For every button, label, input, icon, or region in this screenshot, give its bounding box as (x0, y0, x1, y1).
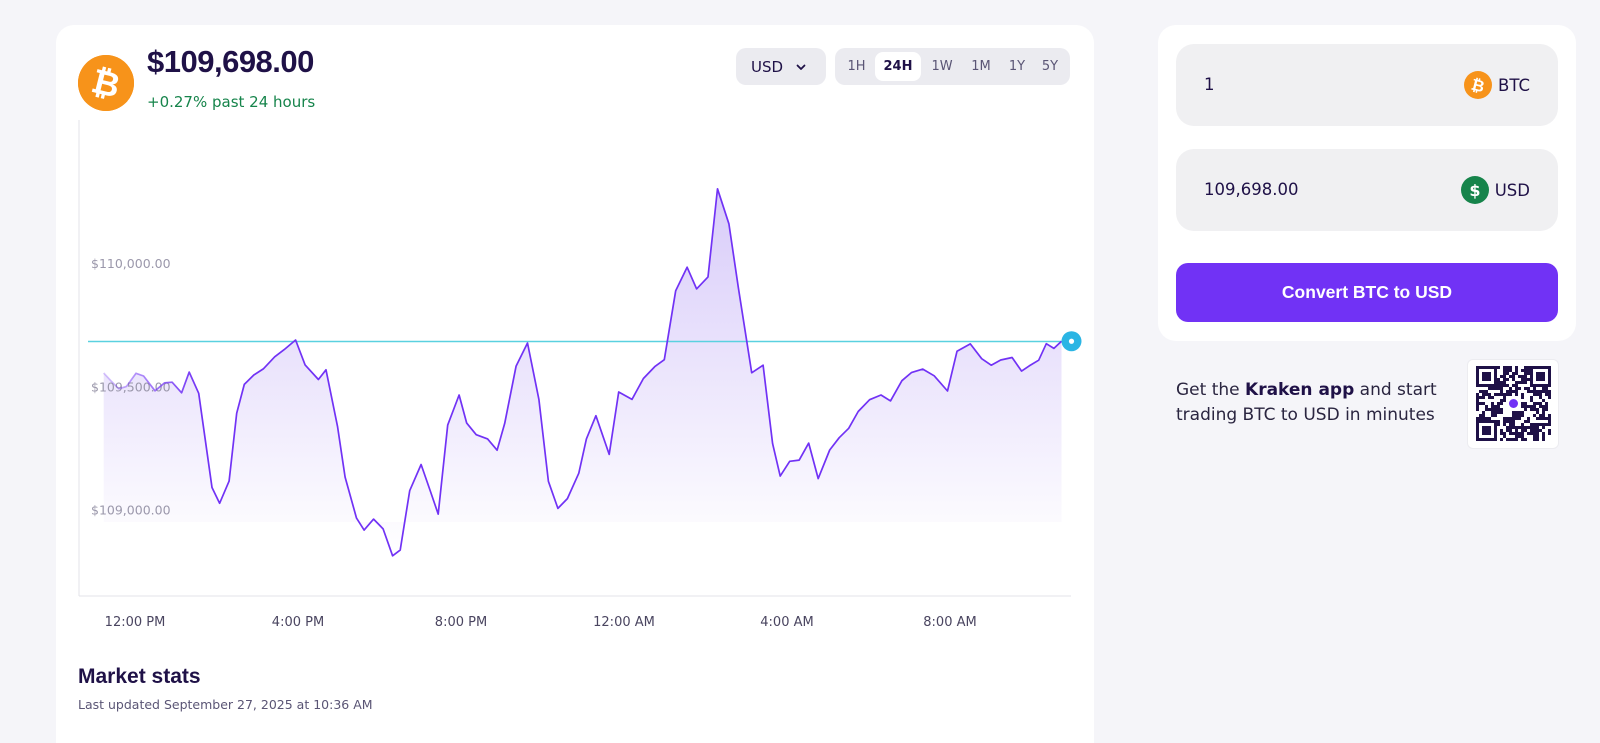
tab-24h[interactable]: 24H (875, 52, 921, 81)
x-tick-label: 8:00 PM (434, 615, 488, 630)
x-tick-label: 8:00 AM (923, 615, 977, 630)
y-tick-label: $109,500.00 (91, 379, 171, 394)
currency-dropdown[interactable]: USD (736, 48, 826, 85)
current-price: $109,698.00 (147, 44, 314, 79)
change-percent: +0.27% (147, 93, 208, 111)
tab-1m[interactable]: 1M (971, 59, 991, 74)
x-tick-label: 4:00 PM (271, 615, 325, 630)
tab-1h[interactable]: 1H (847, 59, 866, 74)
y-tick-label: $109,000.00 (91, 503, 171, 518)
bitcoin-icon: ₿ (78, 55, 134, 111)
app-promo-prefix: Get the (1176, 380, 1246, 400)
qr-code-icon (1467, 359, 1559, 449)
to-amount-field[interactable]: 109,698.00 $ USD (1176, 149, 1558, 231)
bitcoin-icon: ₿ (1464, 71, 1493, 99)
convert-button[interactable]: Convert BTC to USD (1176, 263, 1558, 322)
from-currency-label: BTC (1498, 75, 1530, 95)
app-promo-text: Get the Kraken app and start trading BTC… (1176, 378, 1446, 428)
chevron-down-icon (796, 64, 806, 70)
tab-5y[interactable]: 5Y (1041, 59, 1059, 74)
to-amount-input[interactable]: 109,698.00 (1204, 180, 1299, 199)
price-area-fill (103, 188, 1062, 556)
change-period: past 24 hours (207, 93, 316, 111)
price-chart: $110,000.00 $109,500.00 $109,000.00 (78, 120, 1082, 597)
price-change: +0.27% past 24 hours (147, 93, 315, 111)
app-promo-suffix: and start trading BTC to USD in minutes (1176, 380, 1437, 425)
x-tick-label: 12:00 AM (593, 615, 655, 630)
last-updated-text: Last updated September 27, 2025 at 10:36… (78, 697, 373, 712)
to-currency-label: USD (1494, 180, 1530, 200)
price-line (103, 187, 1063, 557)
current-price-marker-center (1068, 338, 1075, 344)
time-range-tabs: 1H 24H 1W 1M 1Y 5Y (835, 48, 1070, 85)
svg-text:₿: ₿ (1469, 75, 1486, 97)
kraken-app-link[interactable]: Kraken app (1245, 380, 1355, 400)
svg-text:$: $ (1469, 181, 1480, 200)
currency-dropdown-value: USD (751, 57, 784, 76)
tab-1y[interactable]: 1Y (1008, 59, 1026, 74)
market-stats-heading: Market stats (78, 665, 201, 688)
y-tick-label: $110,000.00 (91, 256, 171, 271)
tab-1w[interactable]: 1W (931, 59, 953, 74)
to-currency-selector[interactable]: $ USD (1460, 149, 1530, 231)
x-tick-label: 4:00 AM (760, 615, 814, 630)
x-tick-label: 12:00 PM (104, 615, 166, 630)
from-currency-selector[interactable]: ₿ BTC (1464, 44, 1530, 126)
dollar-icon: $ (1460, 176, 1489, 204)
from-amount-field[interactable]: 1 ₿ BTC (1176, 44, 1558, 126)
from-amount-input[interactable]: 1 (1204, 75, 1215, 94)
